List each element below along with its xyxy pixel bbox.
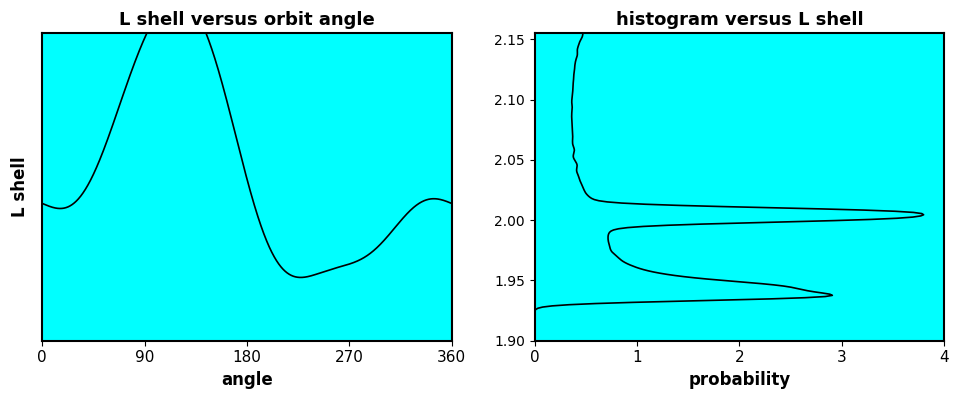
X-axis label: probability: probability — [688, 371, 790, 389]
Title: histogram versus L shell: histogram versus L shell — [615, 11, 863, 29]
X-axis label: angle: angle — [221, 371, 273, 389]
Y-axis label: L shell: L shell — [12, 157, 29, 217]
Title: L shell versus orbit angle: L shell versus orbit angle — [119, 11, 374, 29]
